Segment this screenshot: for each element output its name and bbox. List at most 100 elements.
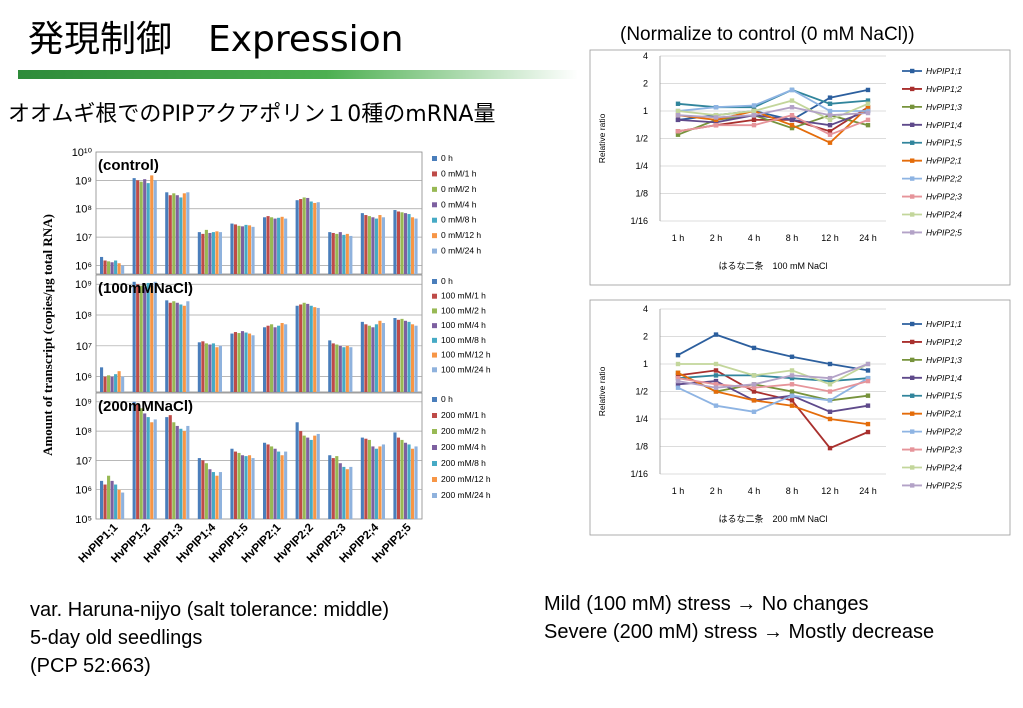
bar xyxy=(349,466,353,519)
legend-swatch xyxy=(432,186,437,192)
bar-y-axis-title: Amount of transcript (copies/µg total RN… xyxy=(40,214,55,456)
bar xyxy=(153,281,157,392)
legend-label: 100 mM/24 h xyxy=(441,364,491,374)
legend-label: 200 mM/2 h xyxy=(441,426,486,436)
bar xyxy=(179,197,183,274)
series-marker xyxy=(713,385,719,390)
bar xyxy=(414,446,418,519)
legend-label: 0 mM/12 h xyxy=(441,230,481,240)
y-tick-label: 1/2 xyxy=(635,387,648,397)
bar xyxy=(299,199,303,274)
series-marker xyxy=(713,332,719,337)
legend-label: 0 h xyxy=(441,276,453,286)
x-tick-label: 2 h xyxy=(710,233,723,243)
bar xyxy=(114,484,118,519)
bar xyxy=(270,446,274,519)
legend-swatch xyxy=(432,493,437,498)
legend-label: 100 mM/2 h xyxy=(441,305,486,315)
bar xyxy=(208,232,212,274)
bar xyxy=(107,475,111,519)
bar xyxy=(100,256,104,274)
bar xyxy=(240,226,245,274)
bar xyxy=(107,375,111,392)
bar xyxy=(313,435,317,519)
bar xyxy=(410,448,415,519)
legend-label: 0 mM/2 h xyxy=(441,184,477,194)
series-line xyxy=(677,89,869,121)
bar xyxy=(280,216,284,274)
series-marker xyxy=(789,117,795,123)
bar xyxy=(165,300,169,392)
bar xyxy=(168,302,172,392)
bar xyxy=(150,422,154,519)
series-marker xyxy=(675,385,681,390)
bar xyxy=(186,192,190,274)
legend-marker xyxy=(910,158,915,163)
series-marker xyxy=(751,112,757,118)
y-tick-label: 1/4 xyxy=(635,161,648,171)
legend-label: HvPIP1;4 xyxy=(926,120,962,130)
series-marker xyxy=(865,375,871,381)
bar xyxy=(211,343,215,392)
bar xyxy=(378,446,382,519)
bar xyxy=(168,195,172,274)
series-marker xyxy=(827,398,833,403)
y-tick-label: 1/8 xyxy=(635,442,648,452)
y-tick-label: 10⁹ xyxy=(75,397,92,409)
panel-label: (control) xyxy=(98,157,159,174)
y-tick-label: 10⁶ xyxy=(75,372,92,384)
bar xyxy=(117,263,121,274)
legend-swatch xyxy=(432,445,437,450)
series-marker xyxy=(865,117,871,123)
series-marker xyxy=(751,122,757,128)
y-tick-label: 1/16 xyxy=(630,469,648,479)
series-marker xyxy=(789,382,795,387)
bar xyxy=(117,489,121,519)
bar xyxy=(284,218,288,274)
bar xyxy=(364,438,368,519)
series-marker xyxy=(865,110,871,116)
bar xyxy=(240,331,245,392)
series-marker xyxy=(865,98,871,103)
legend-label: HvPIP2;3 xyxy=(926,445,962,455)
series-marker xyxy=(789,389,795,394)
legend-label: 0 h xyxy=(441,153,453,163)
bar xyxy=(306,303,310,392)
bar xyxy=(313,307,317,392)
legend-swatch xyxy=(432,397,437,402)
bar xyxy=(309,305,313,392)
bar xyxy=(132,281,136,392)
bar xyxy=(345,233,349,274)
bar xyxy=(393,432,397,519)
series-marker xyxy=(789,98,795,103)
bar xyxy=(179,428,183,519)
series-marker xyxy=(827,101,833,106)
series-marker xyxy=(751,108,757,114)
legend-label: 200 mM/12 h xyxy=(441,474,491,484)
series-marker xyxy=(751,373,757,378)
bar xyxy=(218,345,222,392)
series-marker xyxy=(865,429,871,435)
bar xyxy=(273,327,277,392)
bar xyxy=(367,439,371,519)
series-marker xyxy=(789,368,795,373)
bar xyxy=(121,265,125,274)
bar xyxy=(349,347,353,392)
legend-label: 200 mM/24 h xyxy=(441,490,491,500)
bar xyxy=(360,213,364,274)
legend-label: HvPIP1;5 xyxy=(926,391,962,401)
bar xyxy=(237,225,241,274)
series-marker xyxy=(713,117,719,123)
bar xyxy=(233,451,238,519)
legend-label: 200 mM/1 h xyxy=(441,410,486,420)
bar xyxy=(273,448,277,519)
bar xyxy=(396,319,401,392)
bar xyxy=(306,197,310,274)
bar xyxy=(218,232,222,274)
bar xyxy=(371,327,375,392)
bar xyxy=(335,456,339,519)
legend-marker xyxy=(910,122,915,128)
legend-label: 100 mM/8 h xyxy=(441,335,486,345)
series-marker xyxy=(751,382,757,387)
bar xyxy=(364,324,368,392)
